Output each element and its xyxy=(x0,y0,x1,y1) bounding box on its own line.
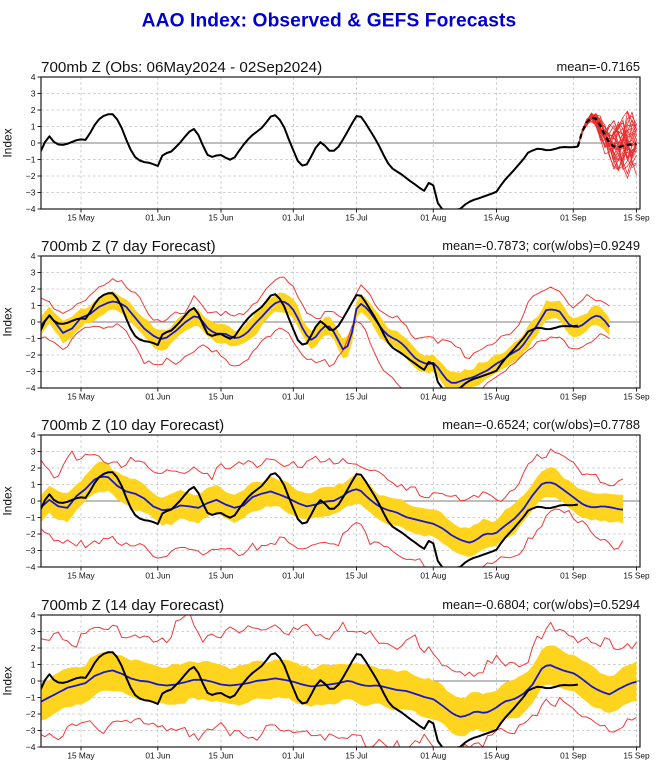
svg-text:15 Jul: 15 Jul xyxy=(345,392,367,402)
svg-text:700mb Z (7 day Forecast): 700mb Z (7 day Forecast) xyxy=(41,238,216,255)
svg-text:−3: −3 xyxy=(26,187,36,197)
svg-text:0: 0 xyxy=(31,317,36,327)
svg-text:−4: −4 xyxy=(26,562,36,572)
svg-text:15 May: 15 May xyxy=(67,213,95,223)
svg-text:−2: −2 xyxy=(26,709,36,719)
svg-text:15 Jul: 15 Jul xyxy=(345,571,367,581)
svg-text:3: 3 xyxy=(31,626,36,636)
svg-text:01 Aug: 01 Aug xyxy=(420,392,446,402)
svg-text:2: 2 xyxy=(31,105,36,115)
svg-text:15 Jun: 15 Jun xyxy=(209,392,234,402)
svg-text:Index: Index xyxy=(1,486,15,515)
svg-text:01 Jul: 01 Jul xyxy=(282,571,304,581)
svg-text:01 Jun: 01 Jun xyxy=(145,213,170,223)
svg-text:−4: −4 xyxy=(26,742,36,752)
svg-text:−3: −3 xyxy=(26,366,36,376)
svg-text:700mb Z (Obs: 06May2024 - 02Se: 700mb Z (Obs: 06May2024 - 02Sep2024) xyxy=(41,59,322,76)
svg-text:−4: −4 xyxy=(26,383,36,393)
svg-text:01 Aug: 01 Aug xyxy=(420,571,446,581)
svg-text:2: 2 xyxy=(31,463,36,473)
svg-text:−3: −3 xyxy=(26,725,36,735)
svg-text:−3: −3 xyxy=(26,545,36,555)
svg-text:15 May: 15 May xyxy=(67,571,95,581)
svg-text:15 Jun: 15 Jun xyxy=(209,213,234,223)
svg-text:2: 2 xyxy=(31,284,36,294)
svg-text:0: 0 xyxy=(31,496,36,506)
svg-text:1: 1 xyxy=(31,300,36,310)
svg-text:700mb Z (10 day Forecast): 700mb Z (10 day Forecast) xyxy=(41,417,224,434)
svg-text:01 Jun: 01 Jun xyxy=(145,751,170,761)
svg-text:1: 1 xyxy=(31,659,36,669)
svg-text:1: 1 xyxy=(31,479,36,489)
svg-text:15 Aug: 15 Aug xyxy=(484,571,510,581)
svg-text:Index: Index xyxy=(1,128,15,157)
svg-text:700mb Z (14 day Forecast): 700mb Z (14 day Forecast) xyxy=(41,597,224,614)
svg-text:01 Aug: 01 Aug xyxy=(420,213,446,223)
svg-text:15 Jun: 15 Jun xyxy=(209,751,234,761)
svg-text:−1: −1 xyxy=(26,333,36,343)
svg-text:4: 4 xyxy=(31,430,36,440)
svg-text:Index: Index xyxy=(1,666,15,695)
svg-text:3: 3 xyxy=(31,88,36,98)
svg-text:01 Jul: 01 Jul xyxy=(282,751,304,761)
svg-text:15 May: 15 May xyxy=(67,392,95,402)
svg-text:−2: −2 xyxy=(26,350,36,360)
svg-text:01 Jun: 01 Jun xyxy=(145,571,170,581)
svg-text:15 May: 15 May xyxy=(67,751,95,761)
svg-text:01 Jul: 01 Jul xyxy=(282,213,304,223)
svg-text:15 Sep: 15 Sep xyxy=(623,213,650,223)
svg-text:mean=-0.6804; cor(w/obs)=0.529: mean=-0.6804; cor(w/obs)=0.5294 xyxy=(442,597,640,612)
svg-text:15 Aug: 15 Aug xyxy=(484,751,510,761)
svg-text:0: 0 xyxy=(31,676,36,686)
svg-text:2: 2 xyxy=(31,643,36,653)
svg-text:−1: −1 xyxy=(26,154,36,164)
svg-text:01 Sep: 01 Sep xyxy=(560,213,587,223)
svg-text:15 Aug: 15 Aug xyxy=(484,213,510,223)
svg-text:4: 4 xyxy=(31,72,36,82)
svg-text:15 Jul: 15 Jul xyxy=(345,751,367,761)
svg-text:01 Aug: 01 Aug xyxy=(420,751,446,761)
svg-text:4: 4 xyxy=(31,610,36,620)
svg-text:3: 3 xyxy=(31,446,36,456)
svg-text:−1: −1 xyxy=(26,692,36,702)
svg-text:01 Sep: 01 Sep xyxy=(560,571,587,581)
svg-text:0: 0 xyxy=(31,138,36,148)
svg-text:15 Sep: 15 Sep xyxy=(623,571,650,581)
svg-text:−2: −2 xyxy=(26,171,36,181)
svg-text:−2: −2 xyxy=(26,529,36,539)
svg-text:−4: −4 xyxy=(26,204,36,214)
svg-text:15 Sep: 15 Sep xyxy=(623,751,650,761)
svg-text:1: 1 xyxy=(31,121,36,131)
svg-text:mean=-0.7873; cor(w/obs)=0.924: mean=-0.7873; cor(w/obs)=0.9249 xyxy=(442,238,640,253)
svg-text:15 Sep: 15 Sep xyxy=(623,392,650,402)
svg-text:01 Sep: 01 Sep xyxy=(560,751,587,761)
svg-text:4: 4 xyxy=(31,251,36,261)
svg-text:01 Jun: 01 Jun xyxy=(145,392,170,402)
svg-text:−1: −1 xyxy=(26,512,36,522)
svg-text:15 Jul: 15 Jul xyxy=(345,213,367,223)
svg-text:3: 3 xyxy=(31,267,36,277)
svg-text:mean=-0.7165: mean=-0.7165 xyxy=(557,59,641,74)
svg-text:01 Sep: 01 Sep xyxy=(560,392,587,402)
svg-text:01 Jul: 01 Jul xyxy=(282,392,304,402)
svg-text:Index: Index xyxy=(1,307,15,336)
svg-text:AAO Index: Observed & GEFS For: AAO Index: Observed & GEFS Forecasts xyxy=(142,11,517,32)
svg-text:15 Jun: 15 Jun xyxy=(209,571,234,581)
svg-text:mean=-0.6524; cor(w/obs)=0.778: mean=-0.6524; cor(w/obs)=0.7788 xyxy=(442,417,640,432)
svg-text:15 Aug: 15 Aug xyxy=(484,392,510,402)
